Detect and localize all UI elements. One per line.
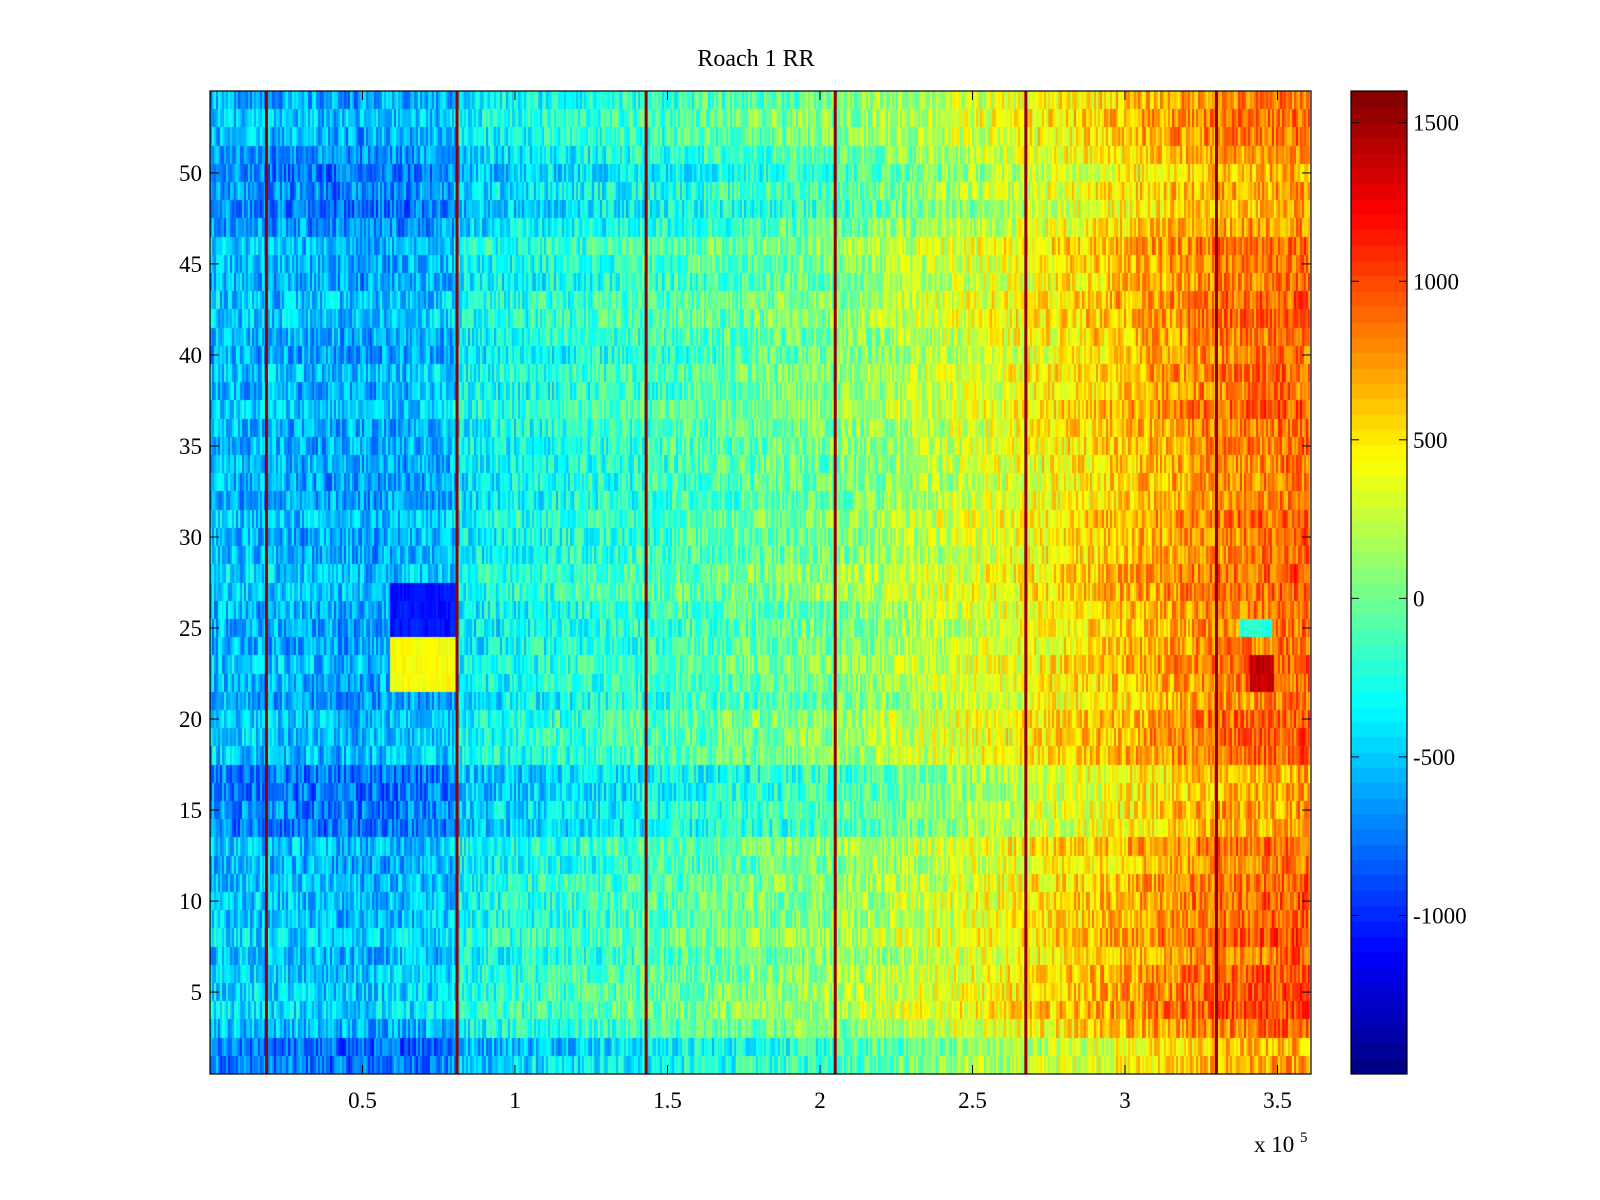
x-tick-label-2: 1 [509, 1088, 521, 1113]
x-tick-label-3: 1.5 [653, 1088, 682, 1113]
y-tick-label-2: 10 [179, 889, 202, 914]
x-tick-label-5: 2.5 [958, 1088, 987, 1113]
colorbar-gradient [1351, 91, 1407, 1074]
y-tick-label-7: 35 [179, 434, 202, 459]
y-tick-label-5: 25 [179, 616, 202, 641]
stripe-lines [264, 91, 1218, 1074]
colorbar-frame [1350, 90, 1408, 1075]
x-axis-ticks: 0.5 1 1.5 2 2.5 3 3.5 [348, 91, 1292, 1113]
colorbar-tick-label-6: 1500 [1413, 111, 1459, 136]
y-tick-label-4: 20 [179, 707, 202, 732]
x-tick-label-6: 3 [1119, 1088, 1131, 1113]
x-tick-label-1: 0.5 [348, 1088, 377, 1113]
heatmap-axes: 0.5 1 1.5 2 2.5 3 3.5 5 10 15 20 25 30 35 40 45 50 x 10… [179, 90, 1312, 1157]
colorbar-raster-holder [1351, 91, 1407, 1074]
colorbar-tick-label-4: 500 [1413, 428, 1448, 453]
axes-frame [209, 90, 1312, 1075]
colorbar-tick-label-1: -1000 [1413, 903, 1467, 928]
colorbar: -1000 -500 0 500 1000 1500 [1350, 90, 1467, 1075]
colorbar-tick-label-2: -500 [1413, 745, 1455, 770]
y-tick-label-8: 40 [179, 343, 202, 368]
heatmap-image [210, 91, 1311, 1074]
chart-title: Roach 1 RR [697, 46, 814, 72]
x-exponent-base: x 10 [1254, 1132, 1294, 1157]
y-tick-label-1: 5 [191, 980, 203, 1005]
x-tick-label-7: 3.5 [1263, 1088, 1292, 1113]
x-tick-label-4: 2 [814, 1088, 826, 1113]
y-axis-ticks: 5 10 15 20 25 30 35 40 45 50 [179, 161, 1311, 1005]
colorbar-ticks: -1000 -500 0 500 1000 1500 [1351, 111, 1467, 928]
colorbar-tick-label-3: 0 [1413, 586, 1425, 611]
x-axis-exponent: x 10 5 [1254, 1130, 1308, 1157]
heatmap-raster-holder [210, 91, 1311, 1074]
y-tick-label-6: 30 [179, 525, 202, 550]
colorbar-tick-label-5: 1000 [1413, 269, 1459, 294]
y-tick-label-10: 50 [179, 161, 202, 186]
y-tick-label-9: 45 [179, 252, 202, 277]
x-exponent-power: 5 [1300, 1130, 1308, 1146]
y-tick-label-3: 15 [179, 798, 202, 823]
